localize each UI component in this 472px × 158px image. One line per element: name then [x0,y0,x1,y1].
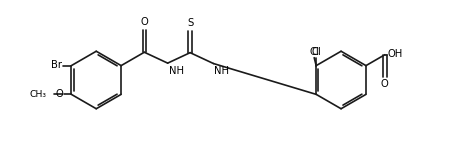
Text: Cl: Cl [309,47,319,57]
Text: O: O [56,89,63,99]
Text: O: O [141,17,148,27]
Text: O: O [381,79,389,89]
Text: NH: NH [214,66,229,76]
Text: S: S [187,18,193,28]
Text: CH₃: CH₃ [30,90,47,99]
Text: Br: Br [51,60,62,70]
Text: OH: OH [388,49,403,59]
Text: NH: NH [169,66,184,76]
Text: Cl: Cl [312,47,321,57]
